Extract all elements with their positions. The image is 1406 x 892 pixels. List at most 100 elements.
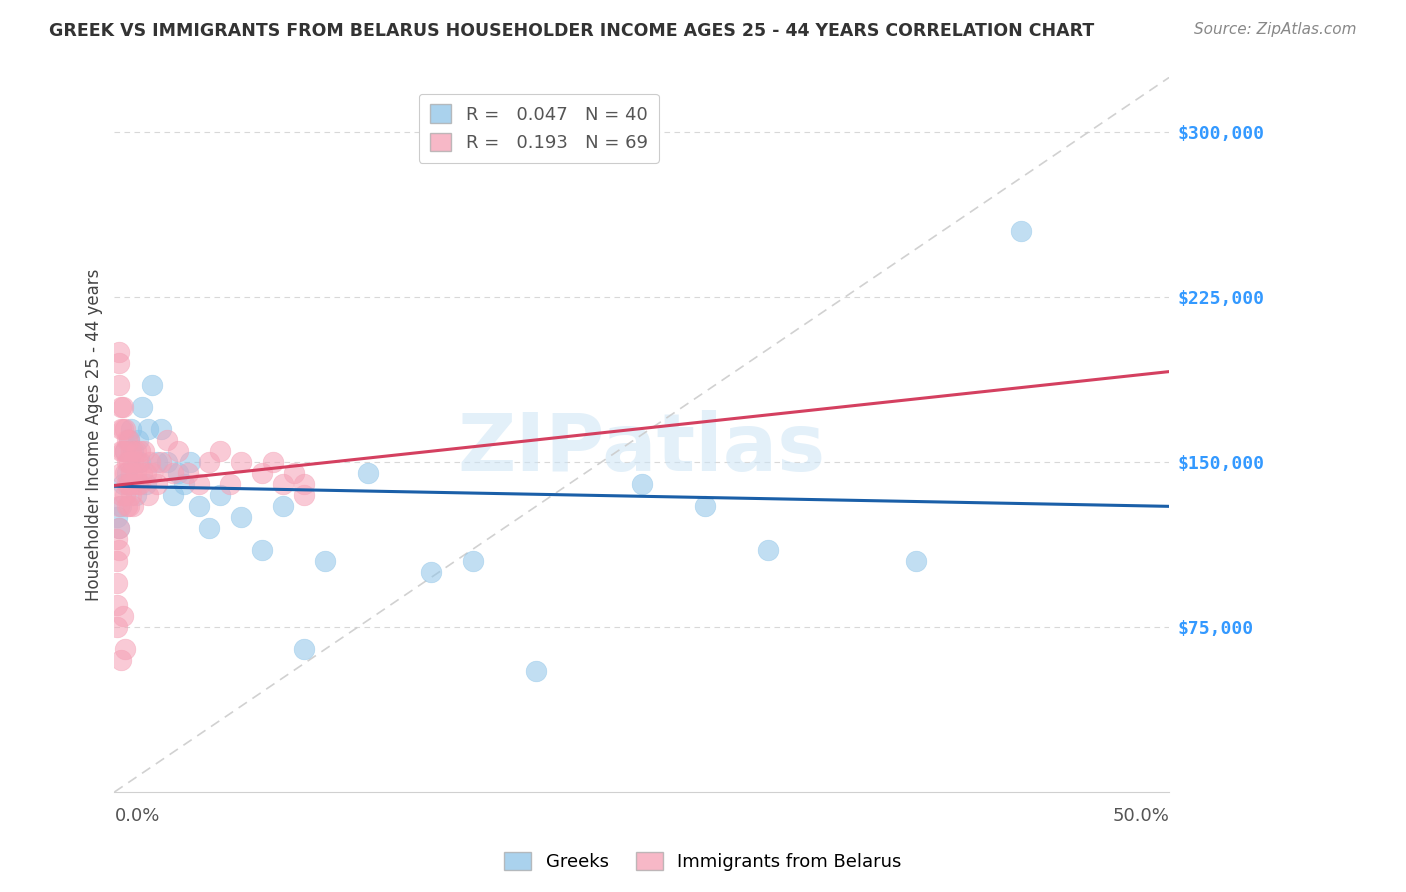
Point: [135, 477, 157, 491]
Point: [118, 434, 141, 448]
Point: [250, 543, 273, 558]
Point: [1011, 224, 1033, 238]
Point: [141, 378, 163, 392]
Legend: Greeks, Immigrants from Belarus: Greeks, Immigrants from Belarus: [496, 845, 910, 879]
Text: 0.0%: 0.0%: [114, 806, 160, 824]
Point: [173, 477, 195, 491]
Point: [693, 499, 716, 513]
Point: [105, 598, 128, 612]
Point: [105, 554, 128, 568]
Text: Source: ZipAtlas.com: Source: ZipAtlas.com: [1194, 22, 1357, 37]
Point: [114, 422, 136, 436]
Point: [114, 466, 136, 480]
Point: [283, 466, 305, 480]
Point: [118, 455, 141, 469]
Point: [122, 444, 145, 458]
Point: [461, 554, 484, 568]
Point: [110, 653, 132, 667]
Point: [127, 477, 149, 491]
Point: [166, 466, 188, 480]
Point: [128, 477, 150, 491]
Text: 50.0%: 50.0%: [1112, 806, 1170, 824]
Point: [136, 422, 159, 436]
Point: [179, 455, 201, 469]
Point: [135, 466, 157, 480]
Point: [145, 477, 167, 491]
Point: [166, 444, 188, 458]
Text: ZIPatlas: ZIPatlas: [457, 410, 825, 488]
Point: [124, 488, 146, 502]
Point: [118, 499, 141, 513]
Point: [105, 532, 128, 546]
Point: [111, 444, 134, 458]
Point: [120, 422, 142, 436]
Point: [114, 488, 136, 502]
Point: [107, 356, 129, 370]
Point: [419, 565, 441, 579]
Point: [131, 466, 153, 480]
Point: [110, 499, 132, 513]
Point: [107, 521, 129, 535]
Point: [107, 543, 129, 558]
Point: [115, 434, 138, 448]
Y-axis label: Householder Income Ages 25 - 44 years: Householder Income Ages 25 - 44 years: [86, 268, 103, 601]
Point: [111, 401, 134, 415]
Point: [114, 642, 136, 657]
Point: [136, 488, 159, 502]
Point: [115, 455, 138, 469]
Legend: R =   0.047   N = 40, R =   0.193   N = 69: R = 0.047 N = 40, R = 0.193 N = 69: [419, 94, 658, 163]
Point: [630, 477, 652, 491]
Point: [156, 455, 179, 469]
Point: [124, 444, 146, 458]
Point: [115, 499, 138, 513]
Point: [118, 434, 141, 448]
Point: [105, 510, 128, 524]
Point: [111, 609, 134, 624]
Point: [262, 455, 284, 469]
Point: [208, 488, 231, 502]
Point: [114, 444, 136, 458]
Point: [124, 466, 146, 480]
Point: [292, 488, 315, 502]
Point: [139, 455, 162, 469]
Point: [110, 401, 132, 415]
Point: [292, 477, 315, 491]
Point: [524, 664, 547, 678]
Point: [128, 444, 150, 458]
Point: [107, 378, 129, 392]
Point: [115, 466, 138, 480]
Point: [110, 444, 132, 458]
Point: [105, 620, 128, 634]
Point: [162, 488, 184, 502]
Point: [198, 455, 221, 469]
Point: [110, 422, 132, 436]
Point: [229, 510, 252, 524]
Point: [162, 466, 184, 480]
Point: [120, 466, 142, 480]
Text: GREEK VS IMMIGRANTS FROM BELARUS HOUSEHOLDER INCOME AGES 25 - 44 YEARS CORRELATI: GREEK VS IMMIGRANTS FROM BELARUS HOUSEHO…: [49, 22, 1094, 40]
Point: [107, 345, 129, 359]
Point: [177, 466, 200, 480]
Point: [356, 466, 378, 480]
Point: [145, 455, 167, 469]
Point: [110, 488, 132, 502]
Point: [107, 521, 129, 535]
Point: [198, 521, 221, 535]
Point: [114, 444, 136, 458]
Point: [271, 499, 294, 513]
Point: [111, 422, 134, 436]
Point: [131, 401, 153, 415]
Point: [120, 444, 142, 458]
Point: [111, 477, 134, 491]
Point: [292, 642, 315, 657]
Point: [115, 477, 138, 491]
Point: [105, 576, 128, 591]
Point: [250, 466, 273, 480]
Point: [156, 434, 179, 448]
Point: [314, 554, 336, 568]
Point: [110, 466, 132, 480]
Point: [132, 444, 155, 458]
Point: [756, 543, 779, 558]
Point: [187, 499, 209, 513]
Point: [122, 499, 145, 513]
